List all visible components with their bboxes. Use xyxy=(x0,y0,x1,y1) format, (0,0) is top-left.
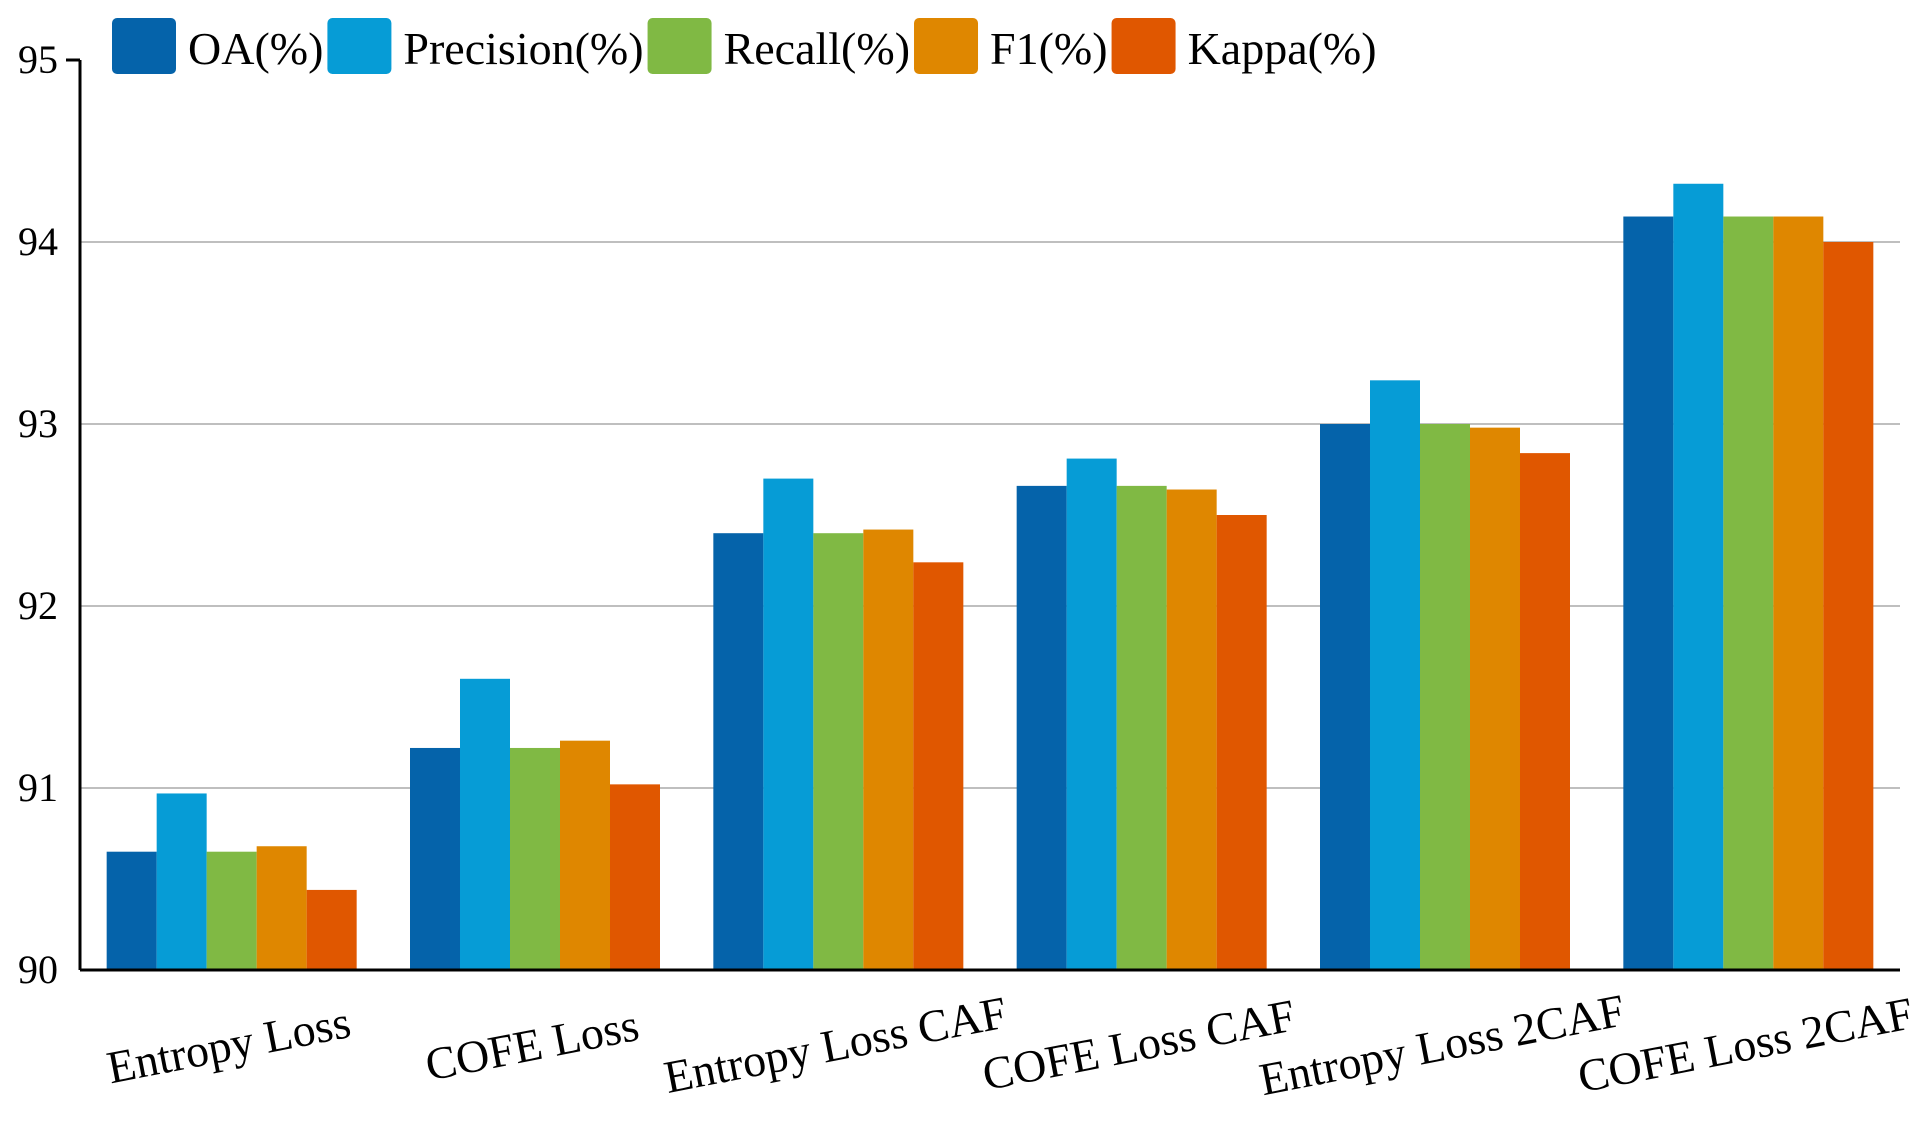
legend-item: OA(%) xyxy=(112,18,323,74)
y-tick-label: 93 xyxy=(18,401,58,446)
legend-swatch xyxy=(914,18,979,74)
bar xyxy=(1066,458,1117,970)
bar xyxy=(1823,242,1874,970)
bar xyxy=(1216,515,1267,970)
x-category-label: COFE Loss CAF xyxy=(978,990,1299,1101)
x-category-label: Entropy Loss CAF xyxy=(660,987,1011,1103)
x-category-label: Entropy Loss xyxy=(103,996,355,1093)
legend-swatch xyxy=(1111,18,1176,74)
bar xyxy=(813,533,864,970)
x-category-labels: Entropy Loss COFE Loss Entropy Loss CAFCOF… xyxy=(103,984,1915,1105)
bars xyxy=(106,183,1874,970)
legend-label: Precision(%) xyxy=(403,23,643,74)
bar xyxy=(156,793,207,970)
legend-swatch xyxy=(647,18,712,74)
legend-item: Precision(%) xyxy=(327,18,644,74)
legend-swatch xyxy=(112,18,176,74)
bar xyxy=(1370,380,1420,970)
bar xyxy=(763,478,814,970)
y-tick-label: 94 xyxy=(18,219,58,264)
bar xyxy=(1016,485,1067,970)
legend-label: OA(%) xyxy=(188,23,323,74)
x-category-label: COFE Loss xyxy=(421,999,643,1090)
bar xyxy=(1166,489,1217,970)
bar xyxy=(106,851,157,970)
legend-swatch xyxy=(327,18,392,74)
legend-item: Recall(%) xyxy=(647,18,910,74)
bar xyxy=(1623,216,1674,970)
y-tick-label: 92 xyxy=(18,583,58,628)
legend: OA(%) Precision(%) Recall(%) F1(%) Kappa(%) xyxy=(112,18,1377,74)
y-tick-label: 90 xyxy=(18,947,58,992)
bar xyxy=(1116,485,1167,970)
bar xyxy=(510,747,560,970)
bar xyxy=(560,740,610,970)
bar xyxy=(713,533,764,970)
bar xyxy=(206,851,257,970)
bar xyxy=(1773,216,1824,970)
y-tick-label: 95 xyxy=(18,37,58,82)
bar xyxy=(1420,424,1470,970)
bar xyxy=(1673,183,1724,970)
bar xyxy=(410,747,460,970)
bar xyxy=(610,784,660,970)
legend-label: F1(%) xyxy=(990,23,1108,74)
y-tick-label: 91 xyxy=(18,765,58,810)
y-tick-labels: 90 91 92 93 94 95 xyxy=(18,37,58,992)
bar xyxy=(306,889,357,970)
bar xyxy=(256,846,307,970)
bar xyxy=(863,529,914,970)
legend-label: Kappa(%) xyxy=(1188,23,1377,74)
x-category-label: Entropy Loss 2CAF xyxy=(1255,984,1629,1105)
bar xyxy=(913,562,964,970)
bar xyxy=(1470,427,1520,970)
x-category-label: COFE Loss 2CAF xyxy=(1574,987,1915,1102)
legend-item: F1(%) xyxy=(914,18,1108,74)
gridlines xyxy=(80,241,1900,789)
legend-item: Kappa(%) xyxy=(1111,18,1377,74)
legend-label: Recall(%) xyxy=(724,23,910,74)
axes xyxy=(66,58,1900,972)
bar xyxy=(1320,424,1370,970)
bar xyxy=(1723,216,1774,970)
bar xyxy=(460,678,510,970)
bar xyxy=(1520,453,1570,970)
